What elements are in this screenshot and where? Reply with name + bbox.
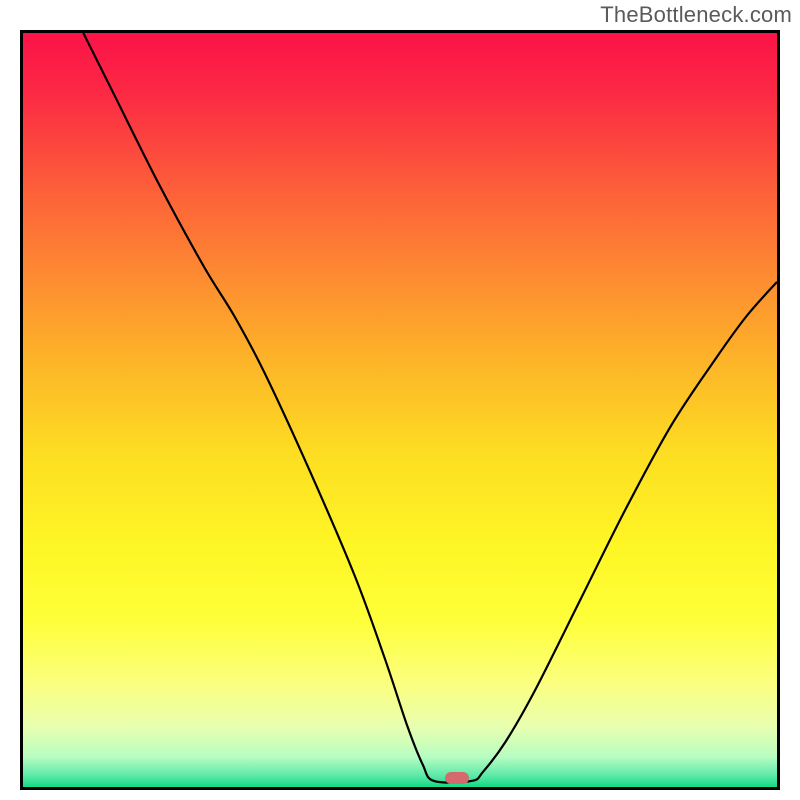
bottleneck-curve [23,33,777,787]
watermark-text: TheBottleneck.com [600,2,792,28]
plot-area [20,30,780,790]
chart-container: TheBottleneck.com [0,0,800,800]
optimal-marker [445,772,469,784]
